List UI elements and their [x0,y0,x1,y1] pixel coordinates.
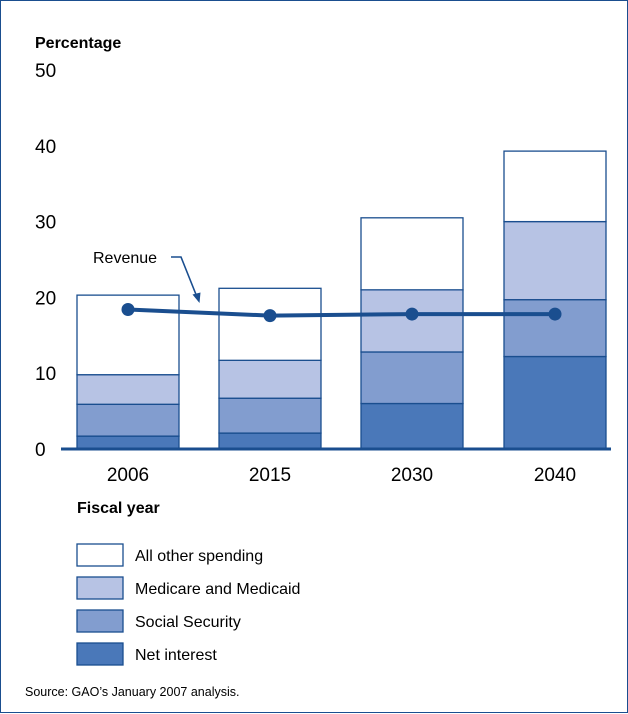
revenue-point-2040 [548,307,562,321]
bar-2030-medicare-and-medicaid [360,289,464,353]
y-tick-label-0: 0 [35,440,46,461]
bar-2015-net-interest [218,432,322,450]
legend-label-net-interest: Net interest [135,647,217,664]
bar-2030-social-security [360,351,464,405]
x-axis-title: Fiscal year [77,500,160,517]
revenue-line-group [121,303,562,323]
y-axis-ticks: 0 10 20 30 40 50 [35,61,56,461]
y-tick-label-50: 50 [35,61,56,82]
bar-2015-all-other-spending [218,287,322,361]
x-tick-label-2015: 2015 [249,465,291,486]
bar-group-2015 [218,287,322,450]
bar-2040-all-other-spending [503,150,607,223]
x-tick-label-2030: 2030 [391,465,433,486]
legend-item-all-other-spending: All other spending [76,543,263,567]
bars [76,150,607,450]
bar-2030-net-interest [360,402,464,450]
bar-group-2006 [76,294,180,450]
legend-item-net-interest: Net interest [76,642,217,666]
y-tick-label-20: 20 [35,288,56,309]
bar-group-2040 [503,150,607,450]
legend-label-all-other-spending: All other spending [135,548,263,565]
legend-swatch-medicare-and-medicaid [76,576,124,600]
bar-2006-net-interest [76,435,180,450]
legend: All other spending Medicare and Medicaid S… [76,543,300,666]
legend-swatch-net-interest [76,642,124,666]
legend-swatch-social-security [76,609,124,633]
bar-2040-net-interest [503,355,607,450]
revenue-point-2015 [263,309,277,323]
bar-2006-social-security [76,403,180,437]
revenue-pointer [171,256,198,298]
bar-2006-medicare-and-medicaid [76,374,180,405]
x-axis-ticks: 2006 2015 2030 2040 [107,465,576,486]
y-axis-title: Percentage [35,35,121,52]
revenue-annotation: Revenue [93,250,201,303]
bar-2015-medicare-and-medicaid [218,359,322,399]
legend-swatch-all-other-spending [76,543,124,567]
revenue-label: Revenue [93,250,157,267]
y-tick-label-10: 10 [35,364,56,385]
bar-2030-all-other-spending [360,217,464,291]
x-tick-label-2006: 2006 [107,465,149,486]
bar-group-2030 [360,217,464,450]
revenue-pointer-arrowhead [192,292,201,303]
legend-item-social-security: Social Security [76,609,241,633]
source-note: Source: GAO’s January 2007 analysis. [25,685,239,699]
revenue-line [127,307,555,318]
y-tick-label-30: 30 [35,213,56,234]
revenue-point-2006 [121,303,135,317]
legend-label-social-security: Social Security [135,614,241,631]
bar-2015-social-security [218,397,322,434]
revenue-point-2030 [405,307,419,321]
bar-2040-medicare-and-medicaid [503,220,607,301]
legend-item-medicare-and-medicaid: Medicare and Medicaid [76,576,300,600]
x-tick-label-2040: 2040 [534,465,576,486]
legend-label-medicare-and-medicaid: Medicare and Medicaid [135,581,300,598]
y-tick-label-40: 40 [35,137,56,158]
